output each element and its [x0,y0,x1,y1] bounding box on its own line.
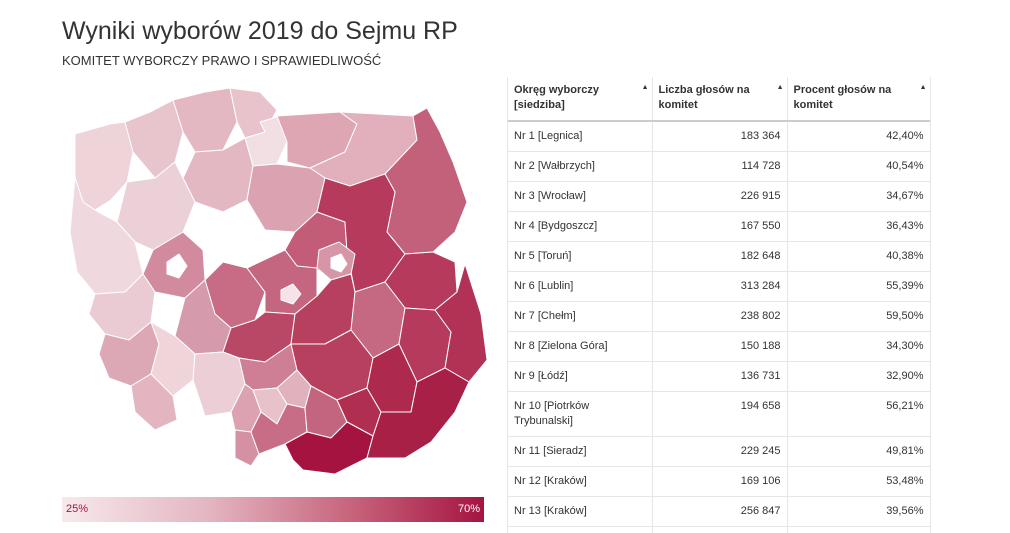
cell-district: Nr 7 [Chełm] [508,301,653,332]
map-region-warszawa-city[interactable] [330,253,348,273]
column-header-percent[interactable]: Procent głosów na komitet ▲ [787,77,930,122]
column-header-label: Okręg wyborczy [siedziba] [514,84,599,111]
cell-percent: 36,43% [787,211,930,242]
table-row: Nr 14 [Nowy Sącz]243 58365,80% [508,526,930,533]
map-region-walbrzych[interactable] [130,373,178,431]
cell-district: Nr 2 [Wałbrzych] [508,151,653,182]
sort-up-icon[interactable]: ▲ [641,84,649,91]
cell-votes: 226 915 [652,181,788,212]
table-row: Nr 7 [Chełm] 238 802 59,50% [508,301,930,332]
map-region-krosno[interactable] [366,367,470,459]
cell-district: Nr 8 [Zielona Góra] [508,331,653,362]
table-row: Nr 8 [Zielona Góra] 150 188 34,30% [508,331,930,362]
map-region-lodz-city[interactable] [280,283,302,305]
table-row: Nr 4 [Bydgoszcz] 167 550 36,43% [508,211,930,242]
cell-district: Nr 12 [Kraków] [508,466,653,497]
cell-district: Nr 10 [Piotrków Trybunalski] [508,391,653,437]
cell-votes: 167 550 [652,211,788,242]
map-region-rybnik[interactable] [234,429,260,467]
cell-votes: 169 106 [652,466,788,497]
cell-district: Nr 13 [Kraków] [508,496,653,527]
cell-votes: 313 284 [652,271,788,302]
cell-district: Nr 11 [Sieradz] [508,436,653,467]
cell-district: Nr 6 [Lublin] [508,271,653,302]
cell-percent: 56,21% [787,391,930,437]
map-region-chelm[interactable] [434,263,488,383]
cell-percent: 34,67% [787,181,930,212]
table-row: Nr 13 [Kraków] 256 847 39,56% [508,496,930,527]
column-header-label: Liczba głosów na komitet [658,84,750,111]
cell-percent: 42,40% [787,121,930,152]
table-row: Nr 12 [Kraków] 169 106 53,48% [508,466,930,497]
cell-district: Nr 5 [Toruń] [508,241,653,272]
cell-percent: 59,50% [787,301,930,332]
table-body: Nr 1 [Legnica] 183 364 42,40% Nr 2 [Wałbrzy… [508,121,930,533]
table-row: Nr 5 [Toruń] 182 648 40,38% [508,241,930,272]
cell-percent: 39,56% [787,496,930,527]
cell-percent: 49,81% [787,436,930,467]
cell-percent: 55,39% [787,271,930,302]
poland-map-svg [69,87,488,475]
cell-district: Nr 3 [Wrocław] [508,181,653,212]
cell-district: Nr 9 [Łódź] [508,361,653,392]
map-region-poznan-city[interactable] [166,253,188,279]
cell-votes: 256 847 [652,496,788,527]
choropleth-map [55,82,495,482]
results-table: Okręg wyborczy [siedziba] ▲ Liczba głosó… [508,77,930,533]
table-row: Nr 2 [Wałbrzych] 114 728 40,54% [508,151,930,182]
color-scale-legend: 25% 70% [62,497,484,522]
cell-votes: 229 245 [652,436,788,467]
legend-min-label: 25% [66,503,89,515]
table-header-row: Okręg wyborczy [siedziba] ▲ Liczba głosó… [508,77,930,122]
results-table-container[interactable]: Okręg wyborczy [siedziba] ▲ Liczba głosó… [507,77,931,533]
table-row: Nr 11 [Sieradz] 229 245 49,81% [508,436,930,467]
cell-votes: 194 658 [652,391,788,437]
map-region-wroclaw[interactable] [150,321,196,397]
sort-up-icon[interactable]: ▲ [919,84,927,91]
cell-percent: 40,54% [787,151,930,182]
cell-votes: 150 188 [652,331,788,362]
table-row: Nr 10 [Piotrków Trybunalski] 194 658 56,21… [508,391,930,437]
cell-votes: 114 728 [652,151,788,182]
page-subtitle: KOMITET WYBORCZY PRAWO I SPRAWIEDLIWOŚĆ [62,53,382,68]
table-row: Nr 1 [Legnica] 183 364 42,40% [508,121,930,152]
table-row: Nr 3 [Wrocław] 226 915 34,67% [508,181,930,212]
cell-district: Nr 14 [Nowy Sącz] [508,526,653,533]
column-header-district[interactable]: Okręg wyborczy [siedziba] ▲ [508,77,653,122]
cell-votes: 136 731 [652,361,788,392]
cell-votes: 243 583 [652,526,788,533]
cell-votes: 238 802 [652,301,788,332]
cell-percent: 40,38% [787,241,930,272]
table-row: Nr 9 [Łódź] 136 731 32,90% [508,361,930,392]
cell-district: Nr 1 [Legnica] [508,121,653,152]
cell-percent: 53,48% [787,466,930,497]
cell-percent: 65,80% [787,526,930,533]
column-header-votes[interactable]: Liczba głosów na komitet ▲ [652,77,788,122]
cell-percent: 34,30% [787,331,930,362]
map-region-koszalin[interactable] [124,99,184,179]
legend-max-label: 70% [457,503,480,515]
page-title: Wyniki wyborów 2019 do Sejmu RP [62,17,458,45]
table-row: Nr 6 [Lublin] 313 284 55,39% [508,271,930,302]
cell-votes: 182 648 [652,241,788,272]
sort-up-icon[interactable]: ▲ [776,84,784,91]
map-region-slupsk[interactable] [172,87,238,153]
column-header-label: Procent głosów na komitet [793,84,892,111]
cell-votes: 183 364 [652,121,788,152]
cell-district: Nr 4 [Bydgoszcz] [508,211,653,242]
cell-percent: 32,90% [787,361,930,392]
